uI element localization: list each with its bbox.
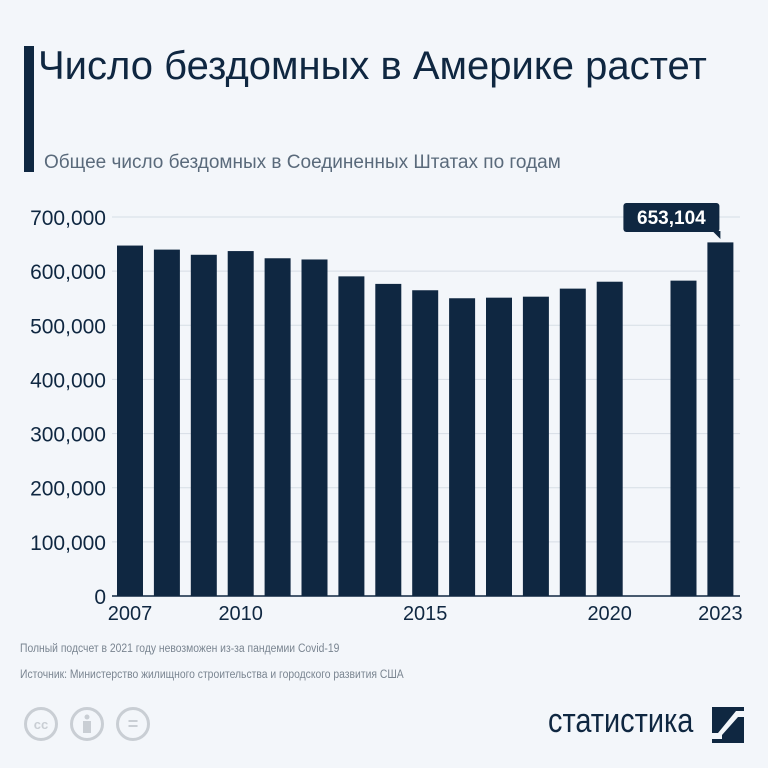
chart-title: Число бездомных в Америке растет xyxy=(38,44,707,88)
bar-2020 xyxy=(596,281,623,596)
y-tick-label: 0 xyxy=(94,586,106,609)
bar-2014 xyxy=(375,283,402,596)
x-tick-label: 2015 xyxy=(403,603,448,625)
x-tick-label: 2020 xyxy=(587,603,632,625)
bar-2017 xyxy=(486,297,512,596)
bar-2009 xyxy=(190,254,217,596)
attribution-icon xyxy=(70,707,104,741)
bar-2013 xyxy=(338,276,365,596)
y-tick-label: 100,000 xyxy=(30,532,106,555)
bar-2023 xyxy=(707,242,734,596)
bar-2007 xyxy=(117,245,143,596)
bar-2016 xyxy=(449,298,476,596)
y-tick-label: 600,000 xyxy=(30,261,106,284)
footnote: Полный подсчет в 2021 году невозможен из… xyxy=(20,643,340,655)
x-tick-label: 2010 xyxy=(218,603,263,625)
y-tick-label: 400,000 xyxy=(30,369,106,392)
no-derivatives-icon: = xyxy=(116,707,150,741)
value-callout: 653,104 xyxy=(623,203,721,239)
x-tick-label: 2023 xyxy=(698,603,743,625)
title-accent-bar xyxy=(24,46,34,172)
brand-logo-icon xyxy=(712,707,744,743)
y-tick-label: 200,000 xyxy=(30,478,106,501)
bar-2010 xyxy=(227,251,254,597)
bar-2011 xyxy=(264,258,291,596)
bar-2022 xyxy=(670,280,697,596)
bar-2019 xyxy=(559,288,586,596)
bar-2008 xyxy=(153,249,180,596)
source-note: Источник: Министерство жилищного строите… xyxy=(20,669,404,681)
bar-2015 xyxy=(412,290,439,596)
bar-2012 xyxy=(301,259,328,596)
y-tick-label: 300,000 xyxy=(30,424,106,447)
cc-icon: cc xyxy=(24,707,58,741)
brand-name: статистика xyxy=(548,702,694,740)
callout-label: 653,104 xyxy=(637,208,706,229)
y-tick-label: 700,000 xyxy=(30,207,106,230)
chart-subtitle: Общее число бездомных в Соединенных Штат… xyxy=(44,152,561,173)
bar-chart: 0 100,000 200,000 300,000 400,000 500,000 600,… xyxy=(30,203,743,625)
x-tick-label: 2007 xyxy=(108,603,153,625)
y-tick-label: 500,000 xyxy=(30,315,106,338)
bar-2018 xyxy=(522,296,549,596)
